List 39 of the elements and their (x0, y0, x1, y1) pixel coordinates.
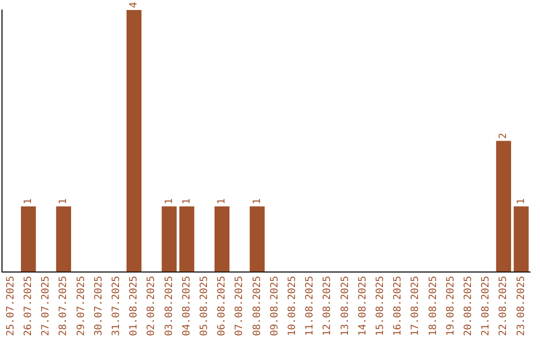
x-tick-label: 08.08.2025 (252, 276, 263, 336)
x-tick-label: 31.07.2025 (110, 276, 122, 336)
data-label: 1 (252, 198, 263, 204)
x-tick-label: 11.08.2025 (304, 276, 316, 336)
data-label: 1 (22, 198, 34, 204)
x-tick-label: 12.08.2025 (322, 276, 334, 336)
x-tick-label: 20.08.2025 (462, 276, 474, 336)
data-label: 1 (216, 198, 228, 204)
x-tick-label: 22.08.2025 (498, 276, 510, 336)
x-tick-label: 07.08.2025 (234, 276, 246, 336)
x-tick-label: 16.08.2025 (392, 276, 404, 336)
x-tick-label: 06.08.2025 (216, 276, 228, 336)
data-label: 1 (516, 198, 527, 204)
x-tick-label: 13.08.2025 (340, 276, 351, 336)
x-tick-label: 01.08.2025 (128, 276, 140, 336)
x-tick-label: 19.08.2025 (445, 276, 456, 336)
data-label: 4 (128, 2, 140, 8)
x-tick-label: 30.07.2025 (93, 276, 104, 336)
x-tick-label: 14.08.2025 (357, 276, 368, 336)
x-tick-label: 10.08.2025 (286, 276, 298, 336)
x-tick-label: 27.07.2025 (40, 276, 52, 336)
x-tick-label: 21.08.2025 (480, 276, 492, 336)
x-tick-label: 28.07.2025 (58, 276, 70, 336)
data-label: 2 (498, 132, 510, 139)
data-label: 1 (164, 198, 175, 204)
x-tick-label: 29.07.2025 (76, 276, 87, 336)
x-tick-label: 25.07.2025 (5, 276, 16, 336)
x-tick-label: 04.08.2025 (181, 276, 192, 336)
data-label: 1 (58, 198, 70, 204)
x-tick-label: 15.08.2025 (374, 276, 386, 336)
x-tick-label: 02.08.2025 (146, 276, 158, 336)
x-tick-label: 05.08.2025 (198, 276, 210, 336)
x-tick-label: 17.08.2025 (410, 276, 422, 336)
x-tick-label: 26.07.2025 (22, 276, 34, 336)
x-tick-label: 09.08.2025 (269, 276, 280, 336)
x-tick-label: 03.08.2025 (164, 276, 175, 336)
data-label: 1 (181, 198, 192, 204)
x-tick-label: 23.08.2025 (516, 276, 527, 336)
x-tick-label: 18.08.2025 (428, 276, 439, 336)
